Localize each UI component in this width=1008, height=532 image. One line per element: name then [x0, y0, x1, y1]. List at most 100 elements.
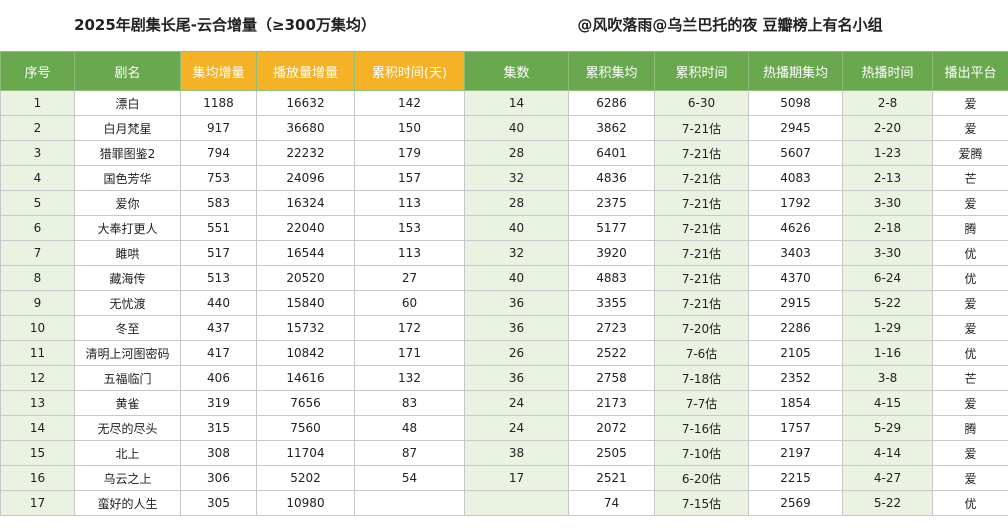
cell-index: 9: [0, 290, 75, 316]
header-title: 剧名: [74, 51, 181, 91]
cell-per-episode-increase: 753: [180, 165, 257, 191]
cell-accum-time: 6-20估: [654, 465, 749, 491]
header-accum-days: 累积时间(天): [354, 51, 465, 91]
cell-episodes: 32: [464, 240, 569, 266]
cell-per-episode-increase: 306: [180, 465, 257, 491]
cell-per-episode-increase: 308: [180, 440, 257, 466]
cell-episodes: 24: [464, 415, 569, 441]
cell-peak-time: 1-29: [842, 315, 933, 341]
cell-accum-per-episode: 4836: [568, 165, 655, 191]
cell-title: 藏海传: [74, 265, 181, 291]
cell-peak-time: 5-29: [842, 415, 933, 441]
cell-title: 冬至: [74, 315, 181, 341]
cell-accum-per-episode: 6286: [568, 90, 655, 116]
cell-title: 黄雀: [74, 390, 181, 416]
cell-accum-per-episode: 2723: [568, 315, 655, 341]
header-accum-time: 累积时间: [654, 51, 749, 91]
header-views-increase: 播放量增量: [256, 51, 355, 91]
cell-episodes: 28: [464, 140, 569, 166]
cell-episodes: 26: [464, 340, 569, 366]
cell-accum-time: 6-30: [654, 90, 749, 116]
cell-accum-per-episode: 3355: [568, 290, 655, 316]
cell-accum-days: 179: [354, 140, 465, 166]
cell-per-episode-increase: 305: [180, 490, 257, 516]
cell-platform: 芒: [932, 365, 1008, 391]
cell-peak-per-episode: 2945: [748, 115, 843, 141]
cell-accum-days: 171: [354, 340, 465, 366]
header-index: 序号: [0, 51, 75, 91]
cell-accum-per-episode: 5177: [568, 215, 655, 241]
cell-peak-time: 3-30: [842, 240, 933, 266]
cell-views-increase: 16544: [256, 240, 355, 266]
cell-index: 17: [0, 490, 75, 516]
header-accum-per-episode: 累积集均: [568, 51, 655, 91]
cell-platform: 爱: [932, 465, 1008, 491]
cell-views-increase: 22232: [256, 140, 355, 166]
cell-platform: 优: [932, 490, 1008, 516]
cell-accum-per-episode: 2522: [568, 340, 655, 366]
cell-index: 15: [0, 440, 75, 466]
cell-accum-days: 113: [354, 240, 465, 266]
cell-accum-days: [354, 490, 465, 516]
cell-peak-per-episode: 2569: [748, 490, 843, 516]
cell-views-increase: 11704: [256, 440, 355, 466]
cell-accum-days: 54: [354, 465, 465, 491]
cell-index: 12: [0, 365, 75, 391]
cell-accum-time: 7-20估: [654, 315, 749, 341]
cell-accum-time: 7-6估: [654, 340, 749, 366]
cell-title: 大奉打更人: [74, 215, 181, 241]
cell-title: 无尽的尽头: [74, 415, 181, 441]
cell-per-episode-increase: 794: [180, 140, 257, 166]
cell-peak-per-episode: 2352: [748, 365, 843, 391]
cell-index: 2: [0, 115, 75, 141]
cell-views-increase: 7560: [256, 415, 355, 441]
cell-accum-per-episode: 2072: [568, 415, 655, 441]
cell-accum-time: 7-10估: [654, 440, 749, 466]
cell-accum-days: 142: [354, 90, 465, 116]
cell-index: 4: [0, 165, 75, 191]
cell-episodes: 36: [464, 290, 569, 316]
cell-platform: 优: [932, 265, 1008, 291]
cell-peak-per-episode: 4083: [748, 165, 843, 191]
cell-views-increase: 20520: [256, 265, 355, 291]
cell-peak-per-episode: 2215: [748, 465, 843, 491]
cell-per-episode-increase: 513: [180, 265, 257, 291]
table-row: 6 大奉打更人 551 22040 153 40 5177 7-21估 4626 2-18 腾: [0, 215, 1008, 241]
cell-title: 北上: [74, 440, 181, 466]
cell-title: 无忧渡: [74, 290, 181, 316]
cell-title: 爱你: [74, 190, 181, 216]
cell-accum-days: 150: [354, 115, 465, 141]
cell-peak-per-episode: 2286: [748, 315, 843, 341]
cell-accum-days: 83: [354, 390, 465, 416]
cell-platform: 爱: [932, 190, 1008, 216]
cell-index: 10: [0, 315, 75, 341]
cell-peak-time: 3-30: [842, 190, 933, 216]
cell-peak-per-episode: 1854: [748, 390, 843, 416]
cell-accum-per-episode: 3920: [568, 240, 655, 266]
cell-views-increase: 15732: [256, 315, 355, 341]
cell-per-episode-increase: 551: [180, 215, 257, 241]
cell-peak-time: 1-16: [842, 340, 933, 366]
table-row: 14 无尽的尽头 315 7560 48 24 2072 7-16估 1757 5-29 腾: [0, 415, 1008, 441]
cell-accum-per-episode: 2758: [568, 365, 655, 391]
cell-accum-days: 87: [354, 440, 465, 466]
cell-index: 14: [0, 415, 75, 441]
cell-peak-time: 4-15: [842, 390, 933, 416]
cell-episodes: [464, 490, 569, 516]
cell-views-increase: 24096: [256, 165, 355, 191]
cell-accum-per-episode: 3862: [568, 115, 655, 141]
cell-platform: 优: [932, 240, 1008, 266]
author-credit: @风吹落雨@乌兰巴托的夜 豆瓣榜上有名小组: [577, 16, 883, 34]
cell-peak-per-episode: 5098: [748, 90, 843, 116]
cell-index: 16: [0, 465, 75, 491]
table-row: 9 无忧渡 440 15840 60 36 3355 7-21估 2915 5-22 爱: [0, 290, 1008, 316]
table-row: 7 雎哄 517 16544 113 32 3920 7-21估 3403 3-30 优: [0, 240, 1008, 266]
cell-peak-time: 2-18: [842, 215, 933, 241]
cell-peak-per-episode: 5607: [748, 140, 843, 166]
cell-accum-per-episode: 2505: [568, 440, 655, 466]
table-row: 2 白月梵星 917 36680 150 40 3862 7-21估 2945 2-20 爱: [0, 115, 1008, 141]
cell-per-episode-increase: 406: [180, 365, 257, 391]
cell-per-episode-increase: 1188: [180, 90, 257, 116]
cell-accum-time: 7-21估: [654, 140, 749, 166]
cell-title: 蛮好的人生: [74, 490, 181, 516]
